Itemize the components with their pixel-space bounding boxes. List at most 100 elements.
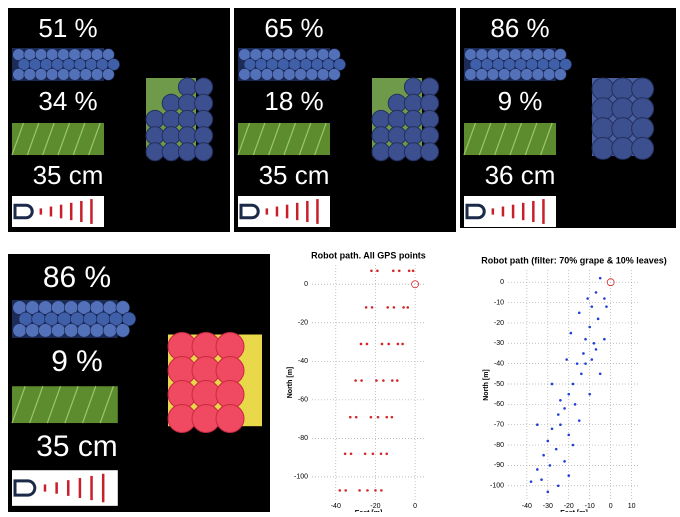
gps-point [344, 489, 347, 492]
gps-point [402, 306, 405, 309]
grape-berry [295, 68, 307, 80]
gps-point [385, 416, 388, 419]
chart-title: Robot path (filter: 70% grape & 10% leav… [481, 255, 667, 265]
crop-berry [632, 78, 654, 100]
gps-point [591, 305, 594, 308]
x-tick-label: -40 [522, 503, 532, 510]
crop-berry [388, 94, 406, 112]
gps-point [599, 373, 602, 376]
gps-point [386, 306, 389, 309]
panel: 51 %34 %35 cm [8, 8, 230, 232]
grape-berry [465, 68, 477, 80]
gps-point [551, 427, 554, 430]
crop-berry [612, 98, 634, 120]
gps-point [567, 434, 570, 437]
y-tick-label: 0 [304, 281, 308, 288]
crop-berry [632, 118, 654, 140]
plot-area [312, 265, 425, 500]
sensor-wave [306, 201, 309, 222]
crop-berry [146, 143, 164, 161]
grape-berry [102, 68, 114, 80]
gps-point [398, 269, 401, 272]
sensor-wave [522, 203, 525, 220]
leaves-percent: 34 % [38, 86, 97, 116]
gps-point [375, 379, 378, 382]
gps-point [557, 484, 560, 487]
gps-point [385, 452, 388, 455]
gps-point [396, 379, 399, 382]
gps-point [603, 297, 606, 300]
crop-berry [592, 118, 614, 140]
y-tick-label: -40 [298, 358, 308, 365]
crop-berry [592, 78, 614, 100]
gps-point [603, 338, 606, 341]
gps-point [372, 452, 375, 455]
gps-point [365, 306, 368, 309]
grape-berry [58, 68, 70, 80]
crop-berry [372, 143, 390, 161]
gps-point [588, 326, 591, 329]
gps-point [350, 452, 353, 455]
grape-berry [26, 324, 40, 338]
sensor-wave [542, 199, 545, 224]
grape-berry [250, 68, 262, 80]
leaves-percent: 18 % [264, 86, 323, 116]
gps-point [591, 358, 594, 361]
crop-berry [404, 143, 422, 161]
y-tick-label: -10 [494, 299, 504, 306]
gps-point [588, 393, 591, 396]
sensor-wave [492, 208, 495, 214]
crop-berry [404, 127, 422, 145]
gps-point [536, 423, 539, 426]
crop-berry [612, 118, 634, 140]
y-tick-label: -40 [494, 360, 504, 367]
gps-point [376, 269, 379, 272]
crop-berry [404, 78, 422, 96]
crop-berry [178, 110, 196, 128]
y-tick-label: -80 [494, 442, 504, 449]
crop-berry [612, 78, 634, 100]
grape-berry [69, 68, 81, 80]
sensor-wave [80, 201, 83, 222]
grape-berry [24, 68, 36, 80]
gps-point [557, 413, 560, 416]
sensor-wave [55, 482, 58, 493]
gps-point [578, 419, 581, 422]
x-tick-label: 0 [609, 503, 613, 510]
grape-berry [39, 324, 53, 338]
crop-berry [178, 78, 196, 96]
grape-berry [487, 68, 499, 80]
grape-berry [306, 68, 318, 80]
distance: 35 cm [259, 160, 330, 190]
gps-point [595, 348, 598, 351]
panel: 86 %9 %36 cm [460, 8, 676, 228]
gps-point [574, 403, 577, 406]
gps-point [559, 399, 562, 402]
y-tick-label: -70 [494, 422, 504, 429]
crop-berry [178, 143, 196, 161]
gps-point [563, 460, 566, 463]
crop-berry [195, 143, 213, 161]
gps-point [355, 416, 358, 419]
gps-point [567, 474, 570, 477]
crop-berry [178, 127, 196, 145]
crop-berry [421, 78, 439, 96]
y-tick-label: -50 [494, 381, 504, 388]
grape-percent: 51 % [38, 13, 97, 43]
gps-point [547, 491, 550, 494]
grape-berry [80, 68, 92, 80]
x-tick-label: -20 [370, 503, 380, 510]
sensor-wave [512, 205, 514, 219]
sensor-wave [90, 199, 93, 224]
gps-point [576, 362, 579, 365]
sensor-wave [40, 208, 43, 214]
y-axis-label: North [m] [287, 367, 294, 399]
sensor-wave [60, 205, 63, 219]
gps-point [349, 416, 352, 419]
grape-berry [317, 68, 329, 80]
x-tick-label: -40 [331, 503, 341, 510]
gps-point [392, 269, 395, 272]
crop-berry [592, 98, 614, 120]
grape-percent: 65 % [264, 13, 323, 43]
gps-point [580, 373, 583, 376]
